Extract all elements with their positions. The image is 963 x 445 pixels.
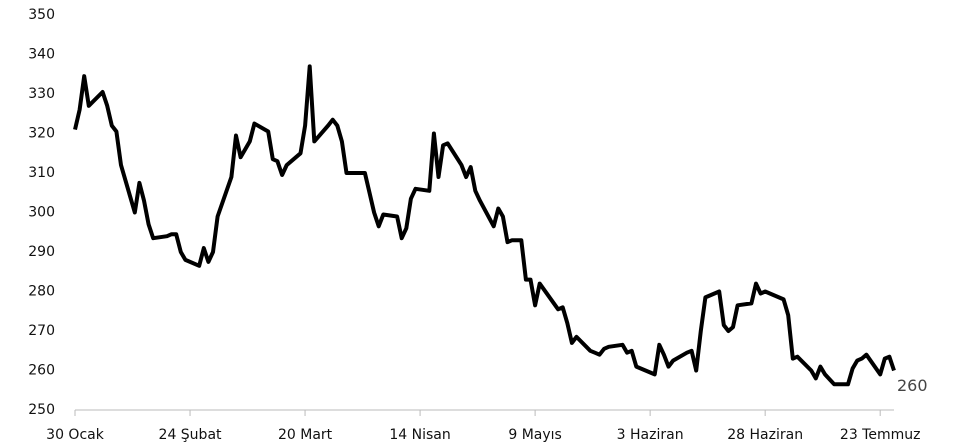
- x-tick-label: 30 Ocak: [46, 427, 105, 443]
- x-tick-label: 23 Temmuz: [840, 427, 921, 443]
- y-tick-label: 290: [28, 244, 55, 260]
- line: [73, 64, 896, 387]
- y-tick-label: 320: [28, 126, 55, 142]
- x-tick-label: 14 Nisan: [389, 427, 450, 443]
- x-tick-label: 3 Haziran: [617, 427, 684, 443]
- x-tick-label: 28 Haziran: [727, 427, 803, 443]
- y-tick-label: 330: [28, 86, 55, 102]
- x-tick-label: 9 Mayıs: [508, 427, 561, 443]
- y-tick-label: 250: [28, 402, 55, 418]
- data-label: 260: [897, 376, 928, 395]
- y-tick-label: 350: [28, 7, 55, 23]
- x-tick-label: 20 Mart: [278, 427, 333, 443]
- y-tick-label: 260: [28, 363, 55, 379]
- y-tick-label: 310: [28, 165, 55, 181]
- y-tick-label: 270: [28, 323, 55, 339]
- y-tick-label: 300: [28, 205, 55, 221]
- y-tick-label: 340: [28, 47, 55, 63]
- y-tick-label: 280: [28, 284, 55, 300]
- x-tick-label: 24 Şubat: [159, 427, 222, 443]
